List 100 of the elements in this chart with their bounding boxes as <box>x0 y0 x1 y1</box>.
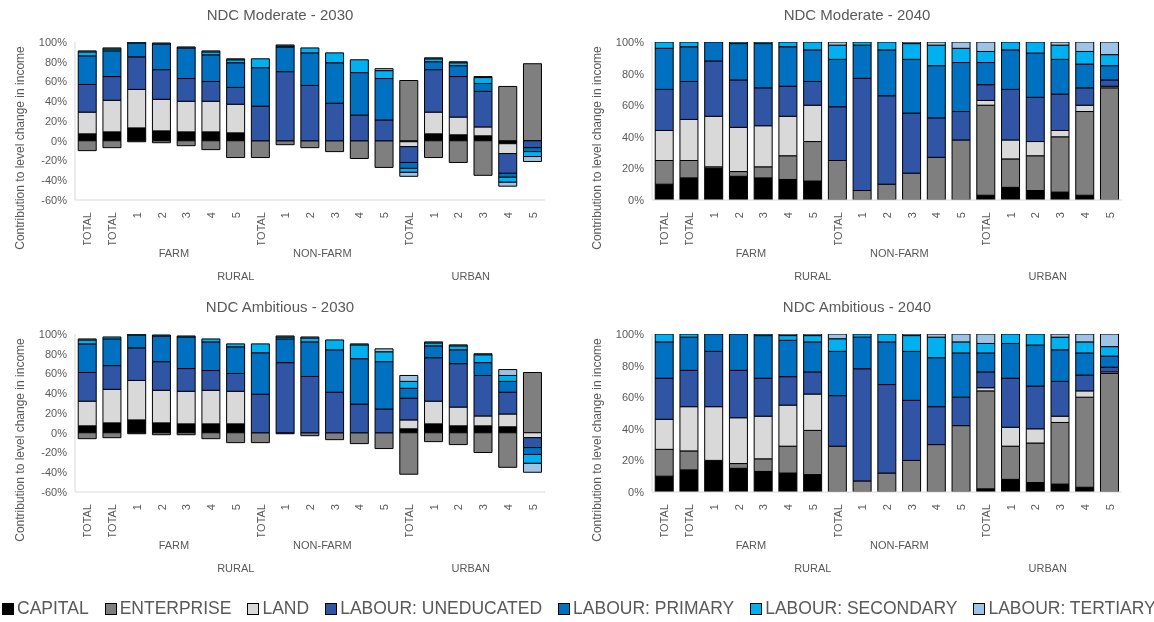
y-tick-label: 100% <box>38 35 68 48</box>
y-axis-title: Contribution to level change in income <box>590 337 604 542</box>
legend-label: LAND <box>262 598 310 619</box>
x-tick-label: 5 <box>955 212 968 219</box>
x-tick-label: 4 <box>1078 504 1091 511</box>
x-tick-label: 2 <box>1029 212 1042 219</box>
x-tick-label: 2 <box>304 504 316 511</box>
text: FARM <box>735 247 767 259</box>
y-tick-label: -60% <box>41 193 68 206</box>
y-tick-label: 40% <box>44 95 68 108</box>
text: RURAL <box>217 270 255 282</box>
x-tick-label: 4 <box>353 504 366 511</box>
text: FARM <box>735 539 767 551</box>
y-tick-label: 80% <box>44 55 68 68</box>
x-tick-label: 2 <box>452 212 465 219</box>
legend-label: LABOUR: UNEDUCATED <box>340 598 543 619</box>
y-tick-label: 20% <box>44 406 68 419</box>
x-tick-label: 5 <box>526 212 539 219</box>
y-tick-label: 0% <box>628 485 645 498</box>
legend-label: CAPITAL <box>17 598 89 619</box>
chart-title: NDC Moderate - 2030 <box>205 6 355 23</box>
y-axis-title: Contribution to level change in income <box>13 45 27 250</box>
x-tick-label: 4 <box>782 504 795 511</box>
text: NON-FARM <box>870 539 929 551</box>
text: RURAL <box>794 270 832 282</box>
text: NON-FARM <box>293 247 352 259</box>
y-tick-label: 40% <box>44 387 68 400</box>
x-tick-label: 1 <box>427 504 440 511</box>
legend-label: LABOUR: SECONDARY <box>765 598 958 619</box>
y-tick-label: 80% <box>621 359 645 372</box>
x-tick-label: 3 <box>1054 504 1067 511</box>
x-tick-label: 5 <box>526 504 539 511</box>
x-tick-label: 4 <box>501 504 514 511</box>
text: RURAL <box>217 562 255 574</box>
chart-title: NDC Ambitious - 2030 <box>204 298 356 315</box>
x-tick-label: 4 <box>205 504 218 511</box>
x-tick-label: 4 <box>205 212 218 219</box>
x-tick-label: 5 <box>229 504 242 511</box>
x-tick-label: 3 <box>477 212 490 219</box>
legend-label: LABOUR: PRIMARY <box>573 598 735 619</box>
y-tick-label: 100% <box>615 327 645 340</box>
text: FARM <box>158 539 190 551</box>
x-tick-label: 5 <box>806 212 819 219</box>
x-tick-label: 5 <box>1103 212 1116 219</box>
x-tick-label: 4 <box>930 212 943 219</box>
y-tick-label: -20% <box>41 446 68 459</box>
x-tick-label: 3 <box>757 504 770 511</box>
x-tick-label: 2 <box>452 504 465 511</box>
x-tick-label: 4 <box>501 212 514 219</box>
y-tick-label: 60% <box>44 75 68 88</box>
x-tick-label: 4 <box>1078 212 1091 219</box>
text: FARM <box>158 247 190 259</box>
y-tick-label: 20% <box>621 454 645 467</box>
text: URBAN <box>451 562 491 574</box>
y-tick-label: 0% <box>51 426 68 439</box>
y-tick-label: 60% <box>621 391 645 404</box>
x-tick-label: 3 <box>905 212 918 219</box>
y-axis-title: Contribution to level change in income <box>13 337 27 542</box>
x-tick-label: 5 <box>806 504 819 511</box>
y-tick-label: 40% <box>621 130 645 143</box>
x-tick-label: 3 <box>905 504 918 511</box>
x-tick-label: 2 <box>732 212 745 219</box>
y-tick-label: 40% <box>621 422 645 435</box>
y-tick-label: 20% <box>621 162 645 175</box>
x-tick-label: 1 <box>1004 212 1017 219</box>
y-tick-label: -20% <box>41 154 68 167</box>
y-tick-label: 0% <box>51 134 68 147</box>
y-tick-label: -40% <box>41 466 68 479</box>
y-tick-label: -60% <box>41 485 68 498</box>
text: NON-FARM <box>870 247 929 259</box>
y-tick-label: 80% <box>621 67 645 80</box>
x-tick-label: 1 <box>1004 504 1017 511</box>
x-tick-label: 2 <box>881 212 893 219</box>
y-tick-label: 80% <box>44 347 68 360</box>
x-tick-label: 2 <box>155 212 168 219</box>
x-tick-label: 2 <box>304 212 316 219</box>
x-tick-label: 1 <box>707 504 720 511</box>
y-tick-label: 100% <box>615 35 645 48</box>
y-tick-label: 60% <box>44 367 68 380</box>
y-tick-label: -40% <box>41 174 68 187</box>
x-tick-label: 4 <box>930 504 943 511</box>
x-tick-label: 2 <box>732 504 745 511</box>
text: NON-FARM <box>293 539 352 551</box>
x-tick-label: 1 <box>279 504 292 511</box>
y-axis-title: Contribution to level change in income <box>590 45 604 250</box>
chart-title: NDC Moderate - 2040 <box>782 6 932 23</box>
x-tick-label: 3 <box>477 504 490 511</box>
x-tick-label: 3 <box>757 212 770 219</box>
legend-label: ENTERPRISE <box>119 598 232 619</box>
y-tick-label: 100% <box>38 327 68 340</box>
x-tick-label: 5 <box>378 504 391 511</box>
x-tick-label: 2 <box>1029 504 1042 511</box>
text: RURAL <box>794 562 832 574</box>
x-tick-label: 2 <box>155 504 168 511</box>
x-tick-label: 1 <box>856 212 869 219</box>
x-tick-label: 5 <box>1103 504 1116 511</box>
x-tick-label: 4 <box>353 212 366 219</box>
x-tick-label: 1 <box>279 212 292 219</box>
x-tick-label: 5 <box>955 504 968 511</box>
text: URBAN <box>451 270 491 282</box>
